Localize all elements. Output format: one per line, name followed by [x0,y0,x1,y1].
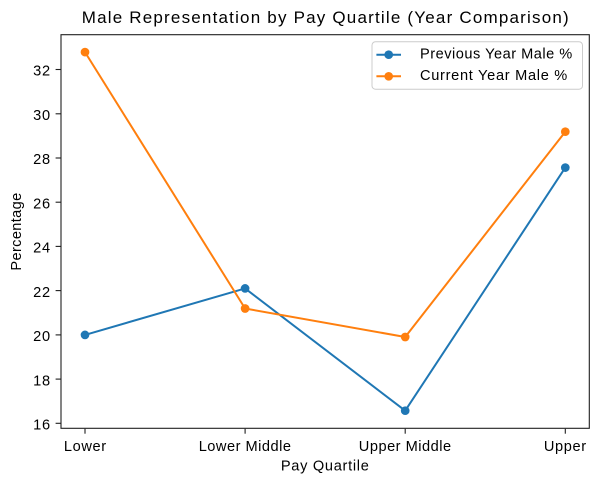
svg-text:22: 22 [33,285,51,301]
svg-text:32: 32 [33,64,51,80]
svg-text:Percentage: Percentage [9,192,25,270]
svg-text:Lower Middle: Lower Middle [199,439,292,455]
svg-text:18: 18 [33,373,51,389]
svg-text:16: 16 [33,418,51,434]
svg-text:26: 26 [33,196,51,212]
svg-text:Pay Quartile: Pay Quartile [281,459,370,475]
svg-text:Upper Middle: Upper Middle [359,439,452,455]
svg-text:Male Representation by Pay Qua: Male Representation by Pay Quartile (Yea… [82,8,570,27]
svg-text:20: 20 [33,329,51,345]
svg-text:Current Year Male %: Current Year Male % [420,68,568,84]
svg-text:30: 30 [33,108,51,124]
svg-text:Previous Year Male %: Previous Year Male % [420,46,573,62]
svg-text:Upper: Upper [544,439,587,455]
svg-text:28: 28 [33,152,51,168]
svg-text:Lower: Lower [64,439,107,455]
svg-text:24: 24 [33,241,51,257]
